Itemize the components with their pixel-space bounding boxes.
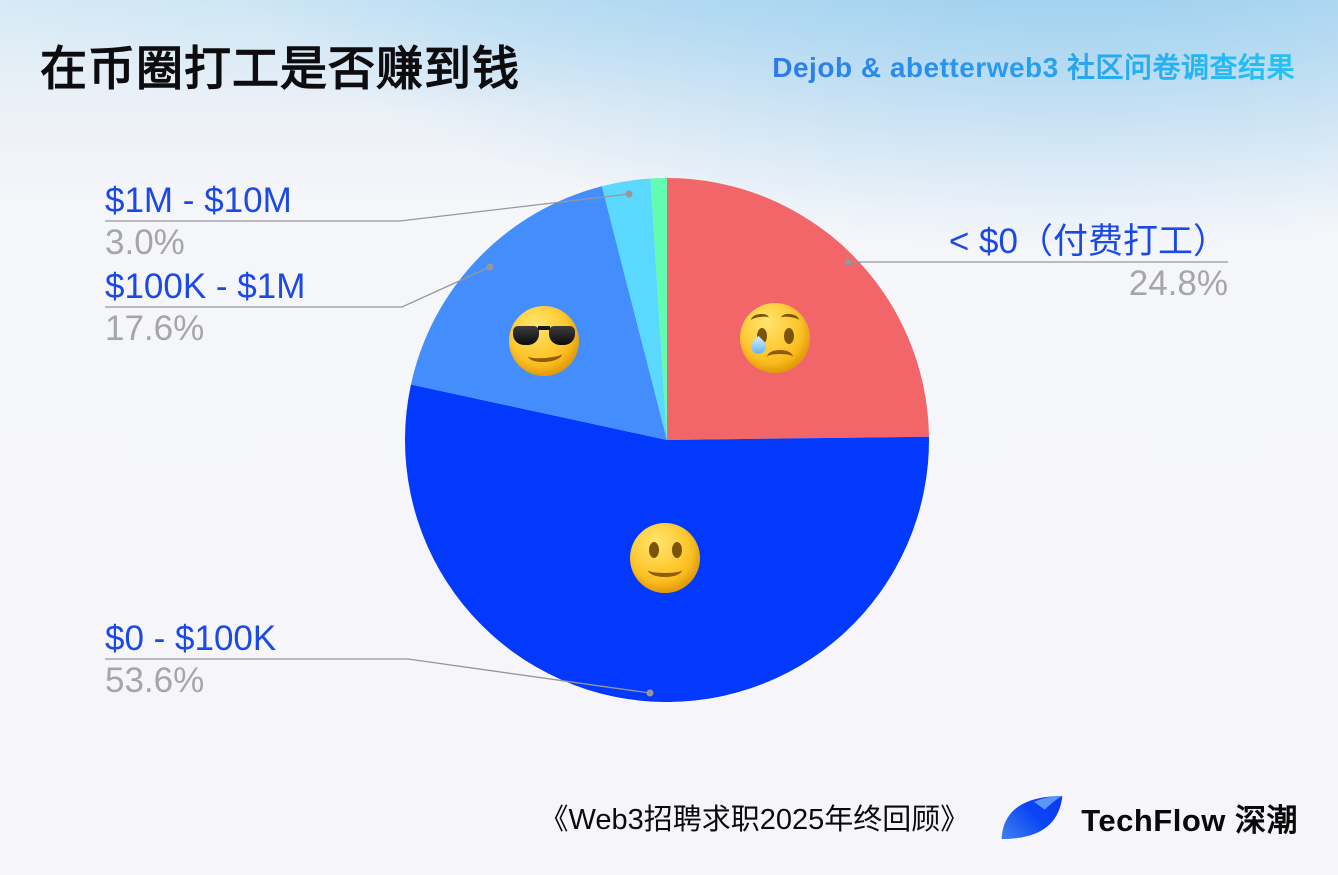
callout-100k-1m: $100K - $1M 17.6% <box>105 267 305 349</box>
callout-1m-10m: $1M - $10M 3.0% <box>105 181 292 263</box>
page-title: 在币圈打工是否赚到钱 <box>40 42 520 95</box>
callout-percent: 3.0% <box>105 223 185 262</box>
callout-label: $1M - $10M <box>105 181 292 220</box>
callout-lt0: < $0（付费打工） 24.8% <box>949 222 1228 304</box>
pie-slice-0 <box>667 178 929 440</box>
callout-label: $0 - $100K <box>105 619 277 658</box>
pie-slice-4 <box>650 178 667 440</box>
callout-0-100k: $0 - $100K 53.6% <box>105 619 276 701</box>
smiling-face-emoji <box>630 523 700 593</box>
pie-chart <box>405 178 929 702</box>
survey-source-subtitle: Dejob & abetterweb3 社区问卷调查结果 <box>772 46 1295 86</box>
footer: 《Web3招聘求职2025年终回顾》 TechFlow 深潮 <box>539 792 1298 842</box>
callout-label: $100K - $1M <box>105 267 306 306</box>
pie-slice-3 <box>601 178 667 440</box>
crying-face-emoji <box>740 303 810 373</box>
callout-label: < $0（付费打工） <box>948 222 1228 261</box>
callout-percent: 17.6% <box>105 309 205 348</box>
footer-source-title: 《Web3招聘求职2025年终回顾》 <box>539 804 970 836</box>
techflow-logo-icon <box>1001 795 1063 839</box>
sunglasses-face-emoji <box>509 306 579 376</box>
callout-percent: 53.6% <box>105 661 205 700</box>
callout-percent: 24.8% <box>1128 264 1228 303</box>
techflow-brand-name: TechFlow 深潮 <box>1081 802 1298 838</box>
